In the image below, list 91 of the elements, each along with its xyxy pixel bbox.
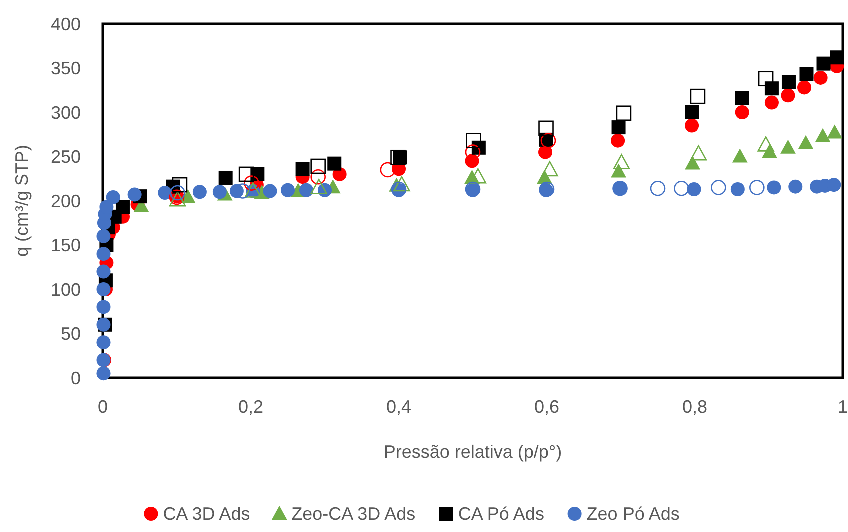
point	[735, 106, 750, 120]
point	[172, 177, 188, 193]
y-tick-label: 300	[50, 102, 81, 123]
point	[780, 140, 796, 154]
point	[687, 182, 702, 196]
point	[300, 183, 314, 198]
point	[100, 200, 114, 214]
point	[830, 50, 844, 65]
point	[827, 124, 843, 139]
point	[394, 176, 410, 192]
point	[690, 88, 706, 104]
point	[128, 188, 142, 202]
point	[212, 185, 227, 200]
y-tick-label: 250	[50, 147, 81, 168]
point	[96, 336, 111, 350]
point	[800, 67, 814, 82]
point	[238, 166, 254, 182]
legend-label: Zeo-CA 3D Ads	[292, 504, 416, 524]
x-tick-label: 0	[98, 397, 108, 417]
point	[690, 145, 708, 161]
point	[96, 300, 111, 314]
legend-label: CA 3D Ads	[163, 504, 250, 524]
point	[218, 170, 233, 185]
point	[788, 180, 803, 194]
point	[616, 106, 632, 122]
point	[470, 168, 487, 184]
y-tick-label: 0	[70, 368, 81, 388]
point	[96, 264, 111, 279]
point	[674, 180, 690, 196]
point	[96, 247, 111, 262]
y-tick-label: 200	[50, 191, 81, 212]
point	[380, 162, 396, 178]
x-tick-label: 0,4	[386, 397, 412, 417]
point	[538, 120, 554, 136]
x-tick-label: 0,6	[534, 397, 560, 417]
point	[798, 80, 812, 95]
point	[711, 180, 726, 196]
point	[170, 185, 186, 201]
point	[815, 128, 831, 142]
point	[281, 183, 295, 198]
point	[96, 366, 111, 381]
x-tick-label: 0,2	[238, 397, 264, 417]
legend-label: Zeo Pó Ads	[586, 504, 680, 524]
point	[782, 75, 796, 90]
point	[814, 70, 828, 85]
point	[116, 200, 130, 214]
point	[781, 88, 796, 103]
point	[767, 180, 782, 195]
point	[827, 178, 842, 192]
point	[244, 176, 260, 191]
point	[158, 186, 172, 200]
x-axis-title: Pressão relativa (p/p°)	[384, 442, 562, 462]
point	[685, 106, 700, 120]
point	[263, 184, 278, 198]
y-tick-label: 350	[50, 58, 81, 79]
y-tick-label: 400	[50, 14, 81, 34]
legend-label: CA Pó Ads	[458, 504, 544, 524]
point	[798, 135, 814, 150]
point	[310, 158, 326, 174]
point	[685, 118, 700, 133]
x-tick-label: 0,8	[682, 397, 708, 417]
point	[758, 136, 774, 152]
point	[540, 133, 556, 148]
point	[310, 169, 326, 185]
point	[764, 82, 779, 96]
y-tick-label: 100	[50, 280, 81, 300]
y-tick-label: 50	[60, 324, 81, 344]
point	[612, 120, 626, 135]
point	[192, 185, 207, 200]
point	[816, 56, 831, 71]
point	[613, 154, 630, 170]
point	[750, 180, 765, 196]
point	[466, 133, 482, 148]
point	[96, 229, 111, 244]
point	[685, 156, 700, 170]
point	[106, 190, 120, 204]
point	[650, 180, 666, 196]
point	[542, 161, 558, 177]
point	[296, 162, 310, 176]
x-tick-label: 1	[838, 397, 848, 417]
y-axis-title: q (cm³/g STP)	[12, 144, 32, 258]
point	[758, 71, 774, 87]
point	[732, 148, 748, 163]
point	[730, 182, 745, 196]
point	[735, 91, 750, 106]
y-tick-label: 150	[50, 236, 81, 256]
point	[764, 96, 779, 110]
point	[611, 134, 626, 148]
point	[310, 179, 328, 194]
point	[465, 144, 481, 160]
point	[328, 156, 342, 171]
